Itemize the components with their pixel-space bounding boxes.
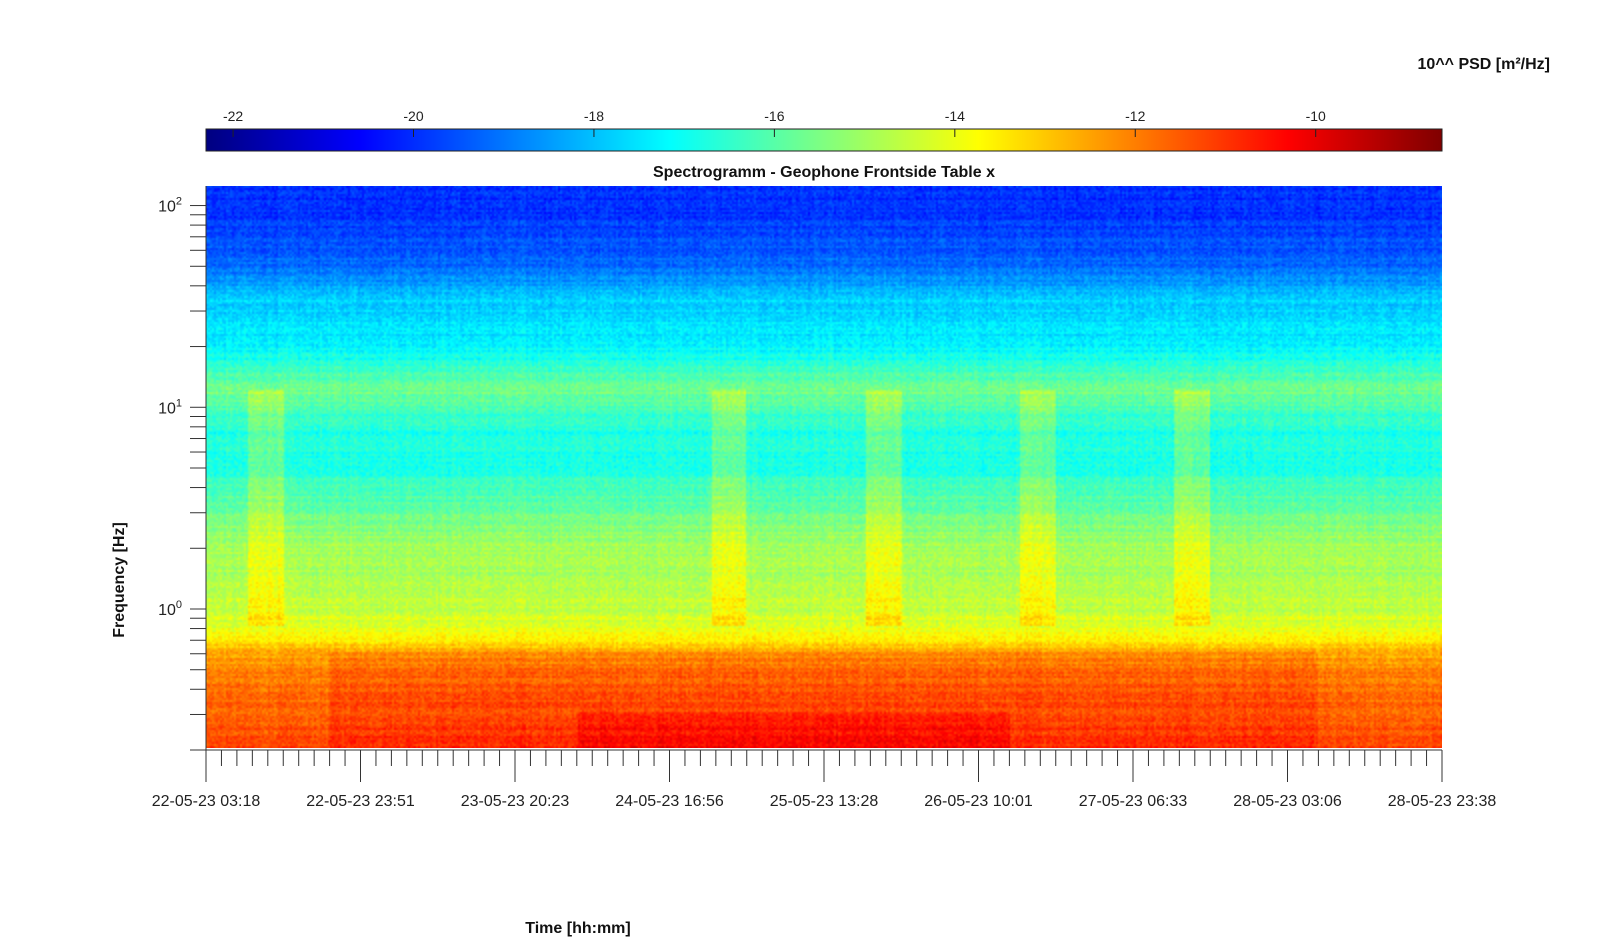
x-tick-label: 25-05-23 13:28: [770, 793, 879, 810]
colorbar-label: 10^^ PSD [m²/Hz]: [1418, 56, 1550, 73]
x-tick-label: 24-05-23 16:56: [615, 793, 724, 810]
x-tick-label: 22-05-23 03:18: [152, 793, 261, 810]
colorbar-ticks: -22 -20 -18 -16 -14 -12 -10: [223, 108, 1326, 137]
colorbar-tick-label: -10: [1306, 108, 1326, 124]
colorbar-tick-label: -22: [223, 108, 243, 124]
x-tick-label: 28-05-23 03:06: [1233, 793, 1342, 810]
x-tick-label: 28-05-23 23:38: [1388, 793, 1497, 810]
x-tick-label: 27-05-23 06:33: [1079, 793, 1188, 810]
colorbar: -22 -20 -18 -16 -14 -12 -10 10^^ PSD [m²/Hz]: [205, 56, 1550, 152]
y-axis-label: Frequency [Hz]: [111, 522, 128, 638]
x-tick-label: 26-05-23 10:01: [924, 793, 1033, 810]
colorbar-tick-label: -14: [945, 108, 965, 124]
x-axis-label: Time [hh:mm]: [525, 920, 630, 937]
colorbar-tick-label: -12: [1125, 108, 1145, 124]
spectrogram-image: [206, 186, 1442, 748]
colorbar-tick-label: -16: [764, 108, 784, 124]
x-tick-label: 22-05-23 23:51: [306, 793, 415, 810]
y-tick-label: 100: [158, 599, 182, 619]
y-tick-label: 101: [158, 397, 182, 417]
y-tick-label: 102: [158, 196, 182, 216]
x-tick-label: 23-05-23 20:23: [461, 793, 570, 810]
colorbar-tick-label: -20: [403, 108, 423, 124]
y-axis-ticks: 100 101 102: [158, 196, 206, 751]
colorbar-tick-label: -18: [584, 108, 604, 124]
plot-area: 100 101 102 22-05-23 03:18 22-05-23 23:51 23…: [152, 186, 1497, 810]
x-axis-ticks: 22-05-23 03:18 22-05-23 23:51 23-05-23 20:…: [152, 750, 1497, 810]
colorbar-strip: [205, 128, 1443, 152]
chart-title: Spectrogramm - Geophone Frontside Table …: [653, 164, 995, 181]
